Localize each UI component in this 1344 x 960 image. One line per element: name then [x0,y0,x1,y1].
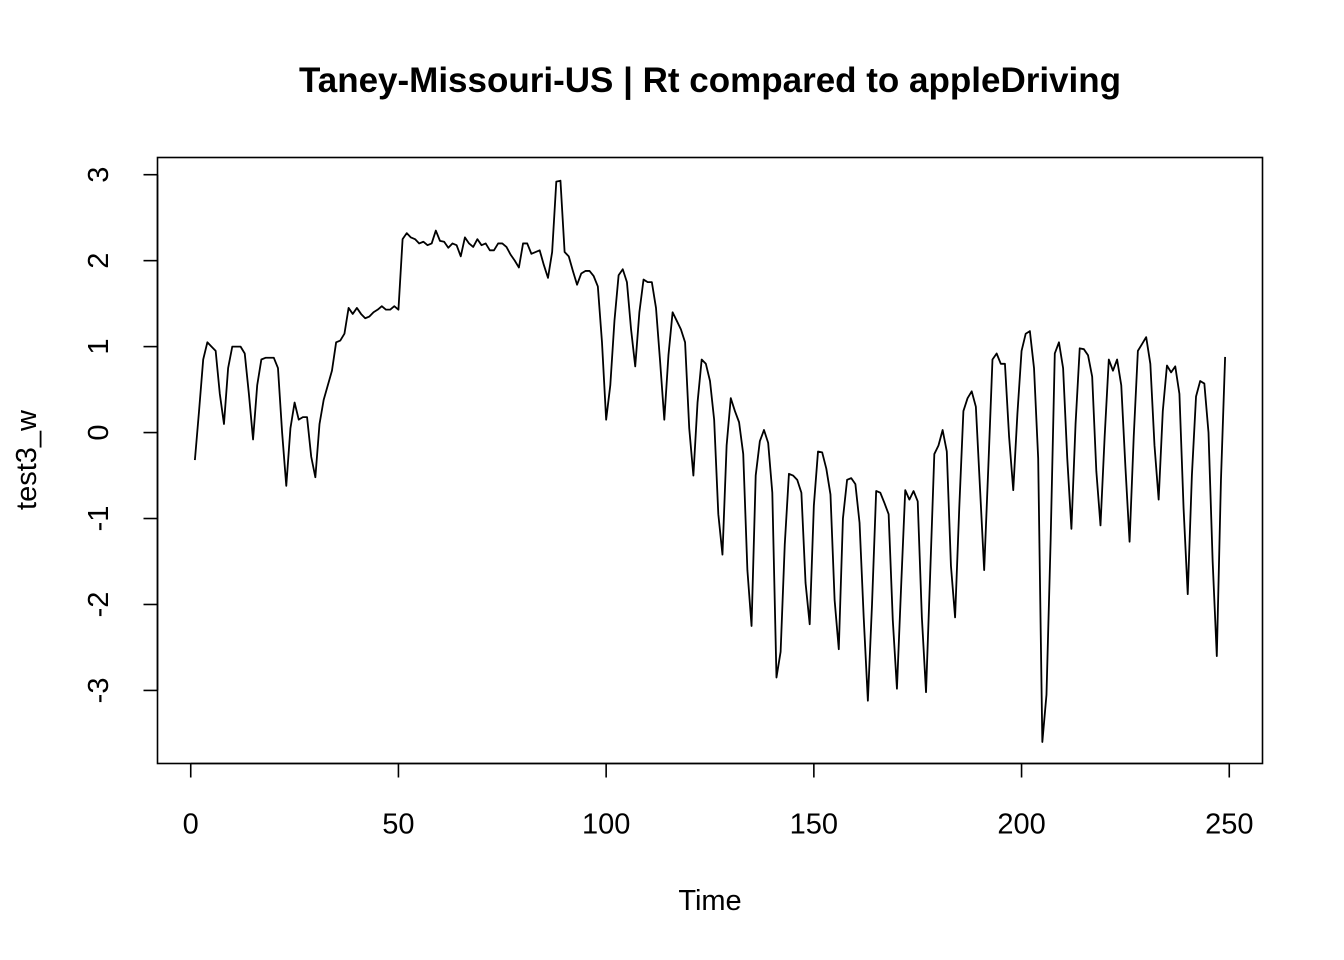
y-tick-label: 2 [83,253,115,269]
y-tick-label: -1 [83,506,115,532]
x-tick-label: 100 [582,809,630,841]
x-tick-label: 50 [382,809,414,841]
chart-title: Taney-Missouri-US | Rt compared to apple… [299,61,1121,100]
y-axis-label: test3_w [11,409,43,510]
y-tick-label: -3 [83,678,115,704]
x-tick-label: 0 [183,809,199,841]
x-tick-label: 150 [790,809,838,841]
y-tick-label: 3 [83,167,115,183]
x-tick-label: 250 [1205,809,1253,841]
y-tick-label: 0 [83,424,115,440]
y-tick-label: -2 [83,592,115,618]
x-tick-label: 200 [997,809,1045,841]
y-tick-label: 1 [83,339,115,355]
x-axis-label: Time [678,885,741,917]
